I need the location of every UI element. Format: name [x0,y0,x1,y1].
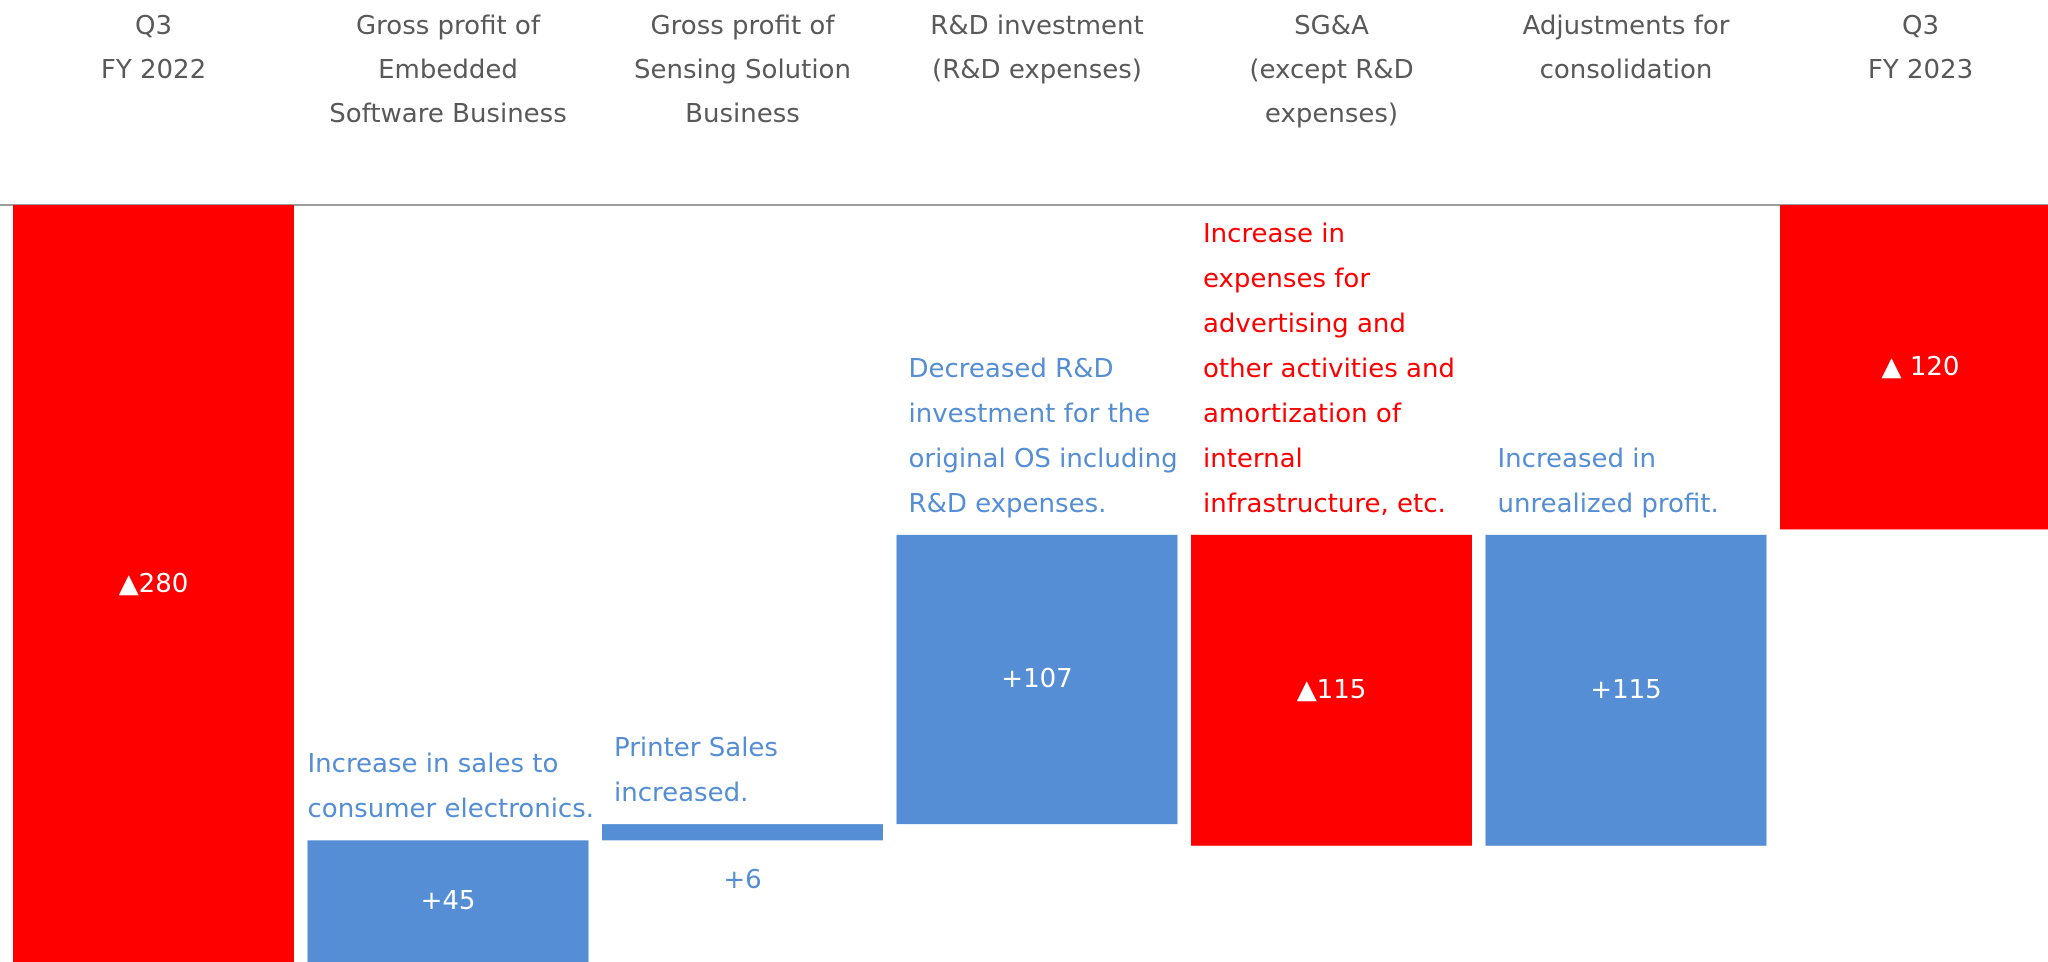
annotation: Increase in sales to consumer electronic… [307,749,595,825]
value-label: ▲280 [118,568,189,599]
category-label: Q3 FY 2022 [100,11,207,85]
bar [13,205,294,962]
bar [1191,534,1472,846]
annotation: Decreased R&D investment for the origina… [908,353,1178,519]
value-label: +45 [420,886,476,917]
category-label: SG&A (except R&D expenses) [1249,11,1414,129]
value-label: ▲115 [1296,675,1367,706]
category-label: Gross profit of Sensing Solution Busines… [634,11,851,129]
annotation: Printer Sales increased. [614,733,778,809]
category-label: Gross profit of Embedded Software Busine… [329,11,567,129]
value-label: ▲ 120 [1881,352,1960,383]
bar [307,840,589,962]
annotation: Increase in expenses for advertising and… [1203,218,1455,519]
bar [602,824,883,841]
value-label: +107 [1001,664,1073,695]
category-label: R&D investment (R&D expenses) [930,11,1144,85]
category-label: Q3 FY 2023 [1867,11,1974,85]
bar [896,534,1178,825]
value-label: +6 [723,865,762,896]
bar [1485,534,1767,846]
category-label: Adjustments for consolidation [1522,11,1730,85]
bar [1780,205,2048,530]
annotation: Increased in unrealized profit. [1497,443,1719,519]
value-label: +115 [1590,675,1662,706]
